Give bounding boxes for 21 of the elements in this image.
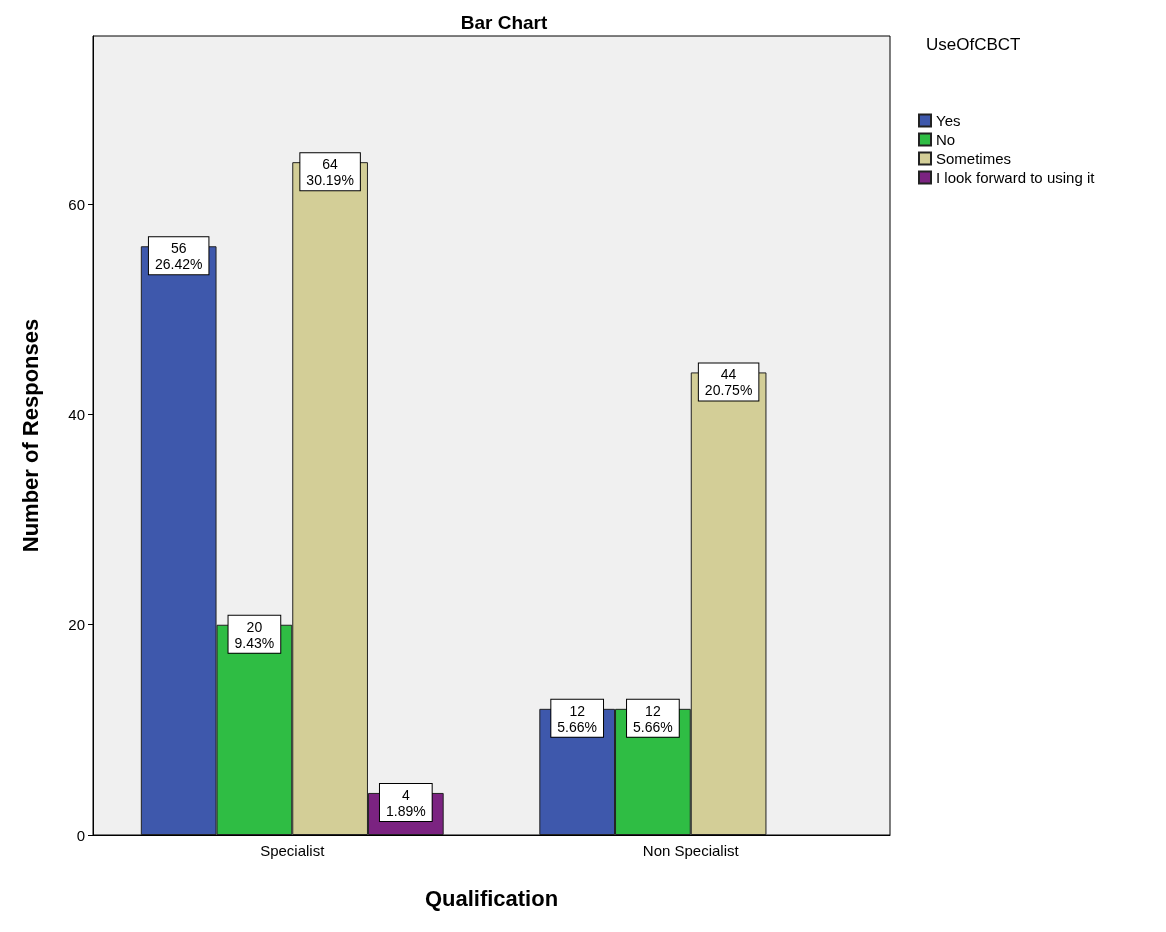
x-tick-label: Specialist <box>260 842 326 859</box>
y-tick-label: 20 <box>68 616 85 634</box>
legend-label: Yes <box>936 112 961 129</box>
data-label: 12 5.66% <box>633 702 673 735</box>
x-axis-title: Qualification <box>424 885 559 911</box>
data-label: 64 30.19% <box>306 156 354 189</box>
y-axis-title: Number of Responses <box>17 318 43 553</box>
y-tick-label: 60 <box>68 195 85 213</box>
legend-label: I look forward to using it <box>936 169 1096 186</box>
data-label: 20 9.43% <box>234 618 275 651</box>
data-label: 4 1.89% <box>385 786 426 819</box>
data-label: 44 20.75% <box>704 366 753 399</box>
y-tick-label: 0 <box>76 826 85 844</box>
legend-title: UseOfCBCT <box>926 35 1021 54</box>
y-tick-label: 40 <box>68 405 85 423</box>
x-tick-label: Non Specialist <box>642 842 740 859</box>
chart-title: Bar Chart <box>460 12 548 33</box>
data-label: 12 5.66% <box>557 702 598 735</box>
legend-label: No <box>936 131 956 148</box>
legend-label: Sometimes <box>936 150 1012 167</box>
data-label: 56 26.42% <box>154 240 203 273</box>
